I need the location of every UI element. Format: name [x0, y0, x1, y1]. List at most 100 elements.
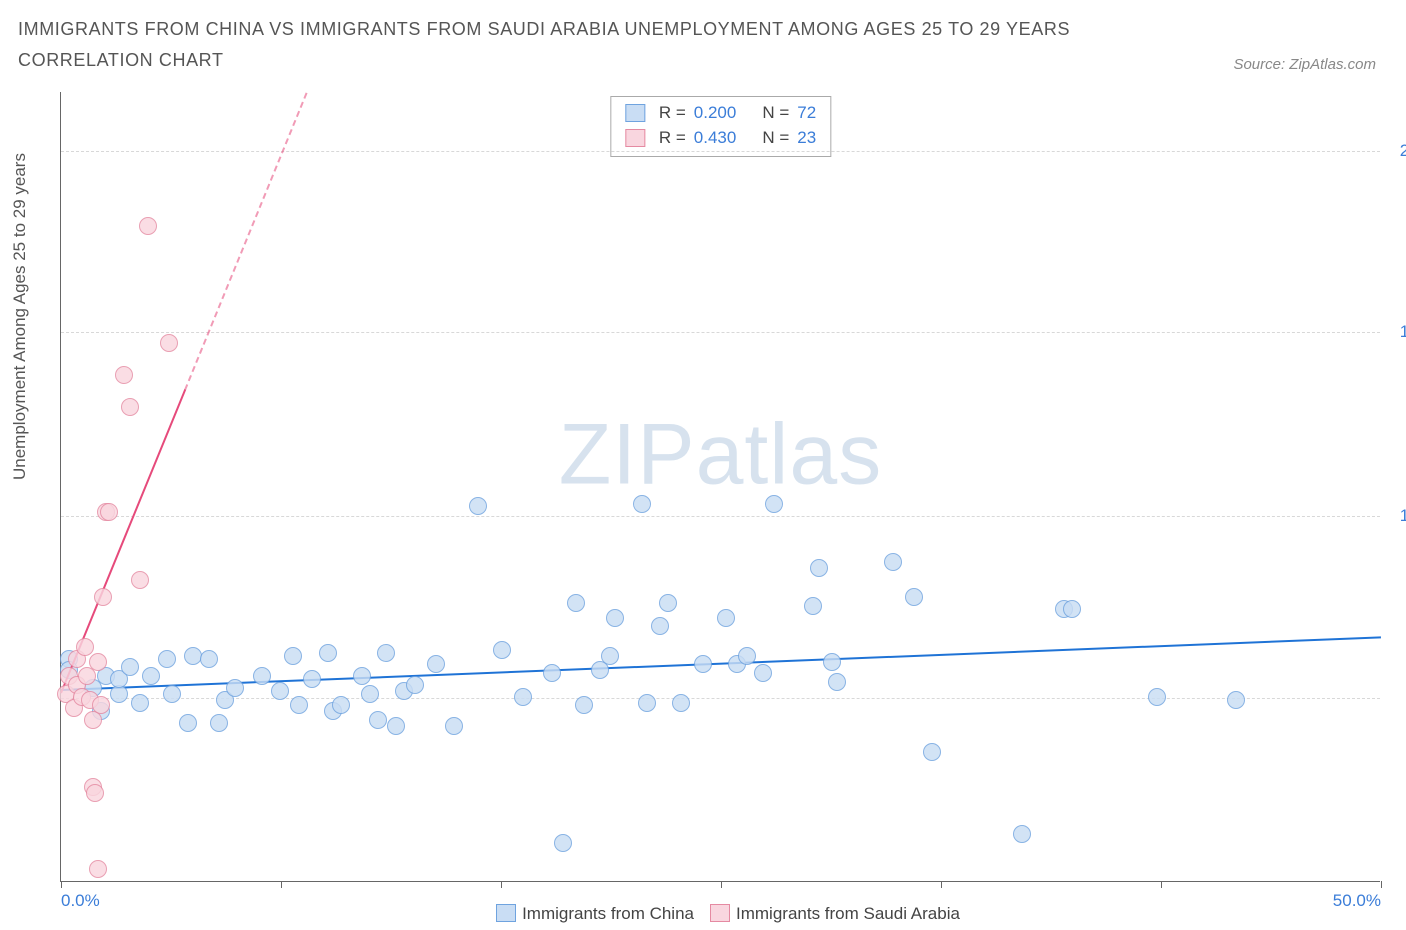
data-point-china [923, 743, 941, 761]
legend-swatch [625, 104, 645, 122]
data-point-china [290, 696, 308, 714]
data-point-saudi [94, 588, 112, 606]
n-label: N = [762, 101, 789, 126]
data-point-china [823, 653, 841, 671]
data-point-china [369, 711, 387, 729]
data-point-china [361, 685, 379, 703]
data-point-china [601, 647, 619, 665]
data-point-china [284, 647, 302, 665]
data-point-china [469, 497, 487, 515]
y-axis-label: Unemployment Among Ages 25 to 29 years [10, 153, 30, 480]
scatter-plot: ZIPatlas R =0.200N =72R =0.430N =23 6.3%… [60, 92, 1380, 882]
y-tick-label: 25.0% [1400, 141, 1406, 161]
data-point-saudi [160, 334, 178, 352]
stats-legend-box: R = 0.200 N = 72 R = 0.430 N = 23 [610, 96, 831, 157]
trend-line-saudi [184, 93, 307, 390]
data-point-china [554, 834, 572, 852]
legend-swatch [625, 129, 645, 147]
data-point-saudi [76, 638, 94, 656]
data-point-china [406, 676, 424, 694]
data-point-china [672, 694, 690, 712]
stats-row: R = 0.430 N = 23 [625, 126, 816, 151]
gridline [61, 332, 1380, 333]
data-point-china [253, 667, 271, 685]
x-tick [721, 881, 722, 888]
data-point-china [427, 655, 445, 673]
data-point-saudi [100, 503, 118, 521]
data-point-china [332, 696, 350, 714]
x-tick [61, 881, 62, 888]
data-point-saudi [139, 217, 157, 235]
data-point-china [1148, 688, 1166, 706]
data-point-china [633, 495, 651, 513]
data-point-china [1227, 691, 1245, 709]
watermark: ZIPatlas [559, 405, 882, 504]
data-point-china [303, 670, 321, 688]
x-tick [941, 881, 942, 888]
data-point-china [1063, 600, 1081, 618]
data-point-china [142, 667, 160, 685]
data-point-china [131, 694, 149, 712]
data-point-china [271, 682, 289, 700]
data-point-china [377, 644, 395, 662]
r-label: R = [659, 126, 686, 151]
data-point-china [905, 588, 923, 606]
data-point-china [738, 647, 756, 665]
data-point-china [121, 658, 139, 676]
data-point-china [694, 655, 712, 673]
legend-label: Immigrants from Saudi Arabia [736, 904, 960, 923]
data-point-saudi [115, 366, 133, 384]
chart-title: IMMIGRANTS FROM CHINA VS IMMIGRANTS FROM… [18, 14, 1148, 75]
y-tick-label: 12.5% [1400, 506, 1406, 526]
data-point-china [353, 667, 371, 685]
gridline [61, 151, 1380, 152]
r-value: 0.200 [694, 101, 737, 126]
data-point-china [659, 594, 677, 612]
series-legend: Immigrants from China Immigrants from Sau… [60, 904, 1380, 924]
data-point-saudi [92, 696, 110, 714]
data-point-saudi [121, 398, 139, 416]
data-point-china [200, 650, 218, 668]
data-point-china [1013, 825, 1031, 843]
y-tick-label: 18.8% [1400, 322, 1406, 342]
data-point-china [575, 696, 593, 714]
legend-swatch [710, 904, 730, 922]
data-point-china [514, 688, 532, 706]
data-point-saudi [131, 571, 149, 589]
data-point-china [884, 553, 902, 571]
data-point-china [828, 673, 846, 691]
r-label: R = [659, 101, 686, 126]
data-point-china [567, 594, 585, 612]
data-point-china [717, 609, 735, 627]
x-tick [501, 881, 502, 888]
source-label: Source: ZipAtlas.com [1233, 56, 1376, 73]
data-point-china [765, 495, 783, 513]
data-point-china [543, 664, 561, 682]
data-point-china [493, 641, 511, 659]
n-value: 23 [797, 126, 816, 151]
n-value: 72 [797, 101, 816, 126]
x-tick [281, 881, 282, 888]
data-point-china [158, 650, 176, 668]
data-point-china [387, 717, 405, 735]
data-point-saudi [89, 653, 107, 671]
data-point-china [638, 694, 656, 712]
data-point-china [179, 714, 197, 732]
x-tick [1161, 881, 1162, 888]
n-label: N = [762, 126, 789, 151]
legend-label: Immigrants from China [522, 904, 694, 923]
x-tick [1381, 881, 1382, 888]
gridline [61, 698, 1380, 699]
r-value: 0.430 [694, 126, 737, 151]
stats-row: R = 0.200 N = 72 [625, 101, 816, 126]
data-point-saudi [86, 784, 104, 802]
legend-swatch [496, 904, 516, 922]
data-point-china [606, 609, 624, 627]
data-point-china [651, 617, 669, 635]
data-point-china [163, 685, 181, 703]
data-point-china [226, 679, 244, 697]
gridline [61, 516, 1380, 517]
data-point-china [754, 664, 772, 682]
data-point-china [804, 597, 822, 615]
data-point-china [810, 559, 828, 577]
